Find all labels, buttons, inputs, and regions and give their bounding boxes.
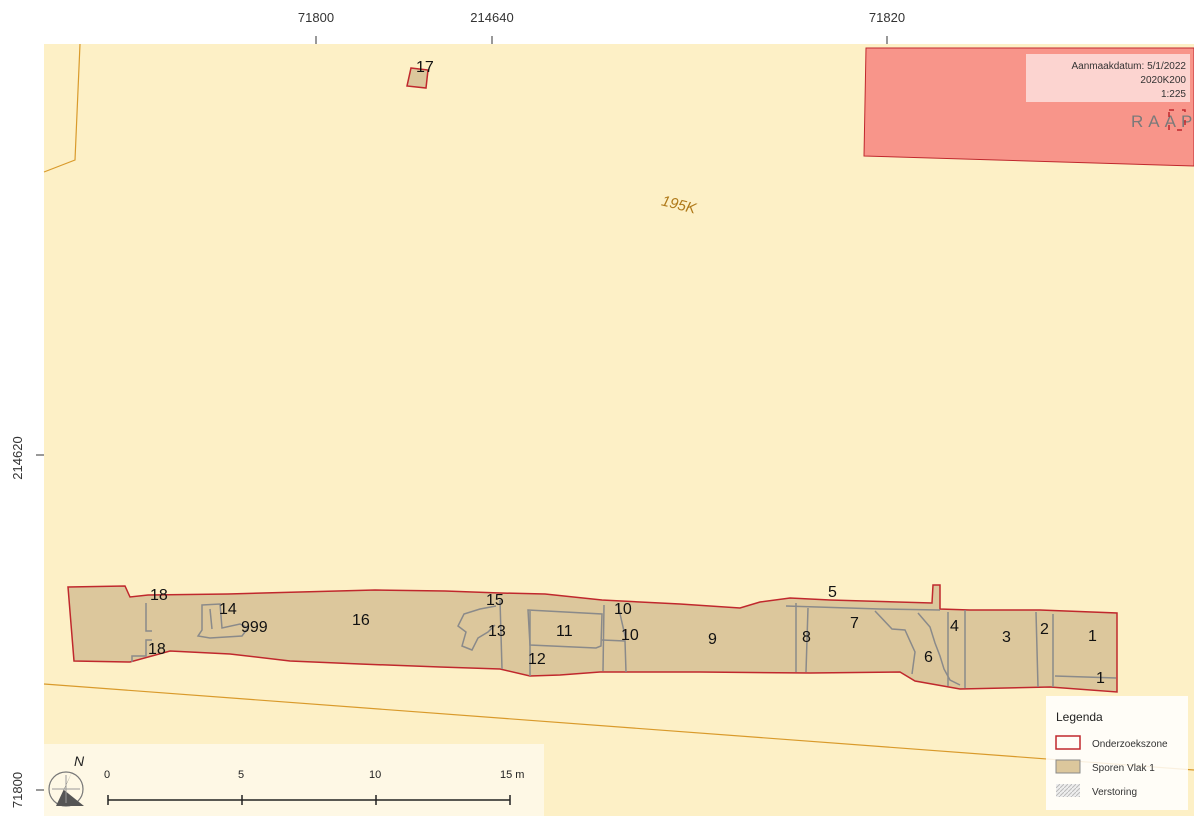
feature-label-1a: 1: [1088, 628, 1097, 645]
feature-label-7: 7: [850, 615, 859, 632]
coord-left-1: 214620: [10, 436, 25, 479]
feature-label-10a: 10: [614, 601, 632, 618]
feature-label-2: 2: [1040, 621, 1049, 638]
feature-label-18b: 18: [148, 641, 166, 658]
feature-labels: 17 18 18 14 999 16 15 13 11 12 10 10 9 8…: [148, 59, 1105, 687]
feature-label-999: 999: [241, 619, 268, 636]
coord-left-2: 71800: [10, 772, 25, 808]
feature-label-1b: 1: [1096, 670, 1105, 687]
scale-tick-0: 0: [104, 769, 110, 781]
scale-tick-10: 10: [369, 769, 381, 781]
legend-swatch-onderzoekszone: [1055, 735, 1081, 750]
feature-label-3: 3: [1002, 629, 1011, 646]
feature-label-18a: 18: [150, 587, 168, 604]
scale-bar: 0 5 10 15 m: [104, 769, 524, 805]
onderzoekszone-trench[interactable]: [67, 584, 1118, 693]
logo-bracket: [1168, 109, 1186, 131]
coord-top-3: 71820: [869, 10, 905, 25]
coord-top-1: 71800: [298, 10, 334, 25]
feature-label-17: 17: [416, 59, 434, 76]
north-label: N: [74, 753, 85, 769]
scale-panel: [44, 744, 544, 816]
feature-label-6: 6: [924, 649, 933, 666]
feature-label-5: 5: [828, 584, 837, 601]
feature-label-12: 12: [528, 651, 546, 668]
feature-label-11: 11: [556, 623, 573, 640]
feature-label-10b: 10: [621, 627, 639, 644]
legend-swatch-verstoring: [1056, 784, 1080, 797]
map-scale: 1:225: [1161, 89, 1186, 100]
coord-top-2: 214640: [470, 10, 513, 25]
scale-tick-15: 15 m: [500, 769, 524, 781]
legend-label-sporen: Sporen Vlak 1: [1092, 763, 1155, 774]
parcel-lines: [43, 43, 1194, 771]
feature-label-16: 16: [352, 612, 370, 629]
info-box: [1026, 54, 1190, 102]
legend-label-verstoring: Verstoring: [1092, 787, 1137, 798]
feature-17-outline[interactable]: [406, 67, 429, 89]
legend-swatch-sporen: [1055, 759, 1081, 774]
feature-label-15: 15: [486, 592, 504, 609]
legend-title: Legenda: [1056, 710, 1103, 724]
raap-logo: RAAP: [1131, 112, 1194, 131]
legend-label-onderzoekszone: Onderzoekszone: [1092, 739, 1168, 750]
north-arrow-icon: N: [48, 753, 85, 807]
creation-date: Aanmaakdatum: 5/1/2022: [1071, 61, 1186, 72]
feature-label-14: 14: [219, 601, 237, 618]
feature-label-9: 9: [708, 631, 717, 648]
legend: Legenda Onderzoekszone Sporen Vlak 1 Ver…: [1046, 696, 1188, 810]
scale-tick-5: 5: [238, 769, 244, 781]
project-code: 2020K200: [1140, 75, 1186, 86]
sporen-boundaries: [131, 599, 1117, 688]
feature-label-4: 4: [950, 618, 959, 635]
feature-label-8: 8: [802, 629, 811, 646]
feature-label-13: 13: [488, 623, 506, 640]
